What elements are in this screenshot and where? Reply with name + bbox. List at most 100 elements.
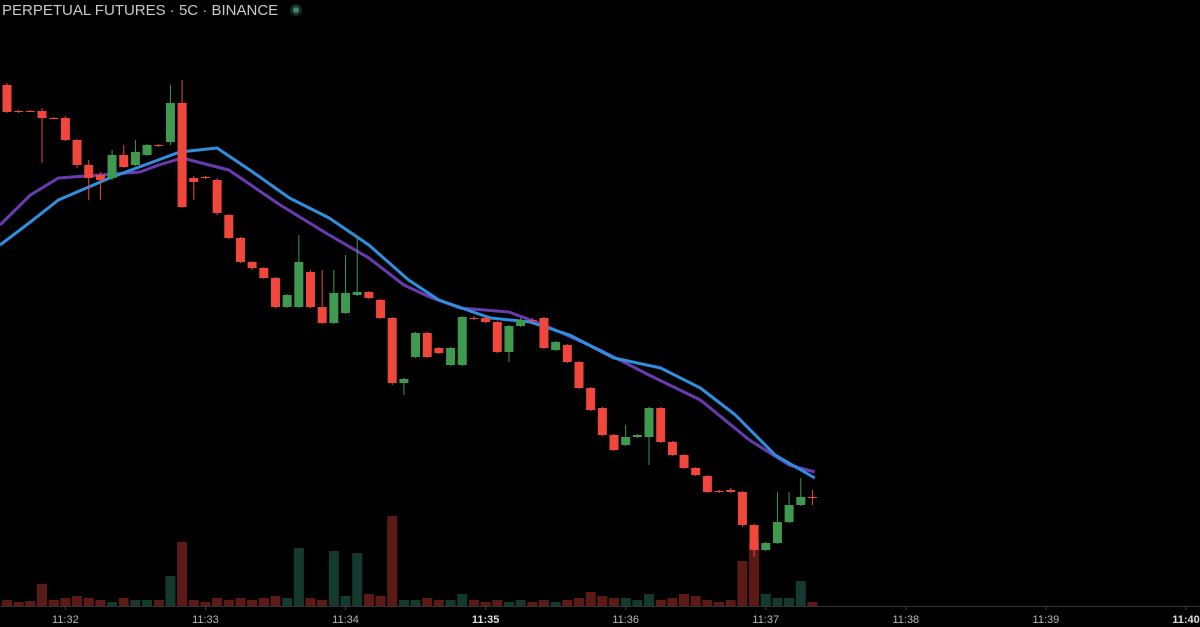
volume-bar [597, 596, 608, 606]
candle-body [72, 140, 82, 165]
volume-bar [2, 600, 13, 606]
x-tick-label: 11:33 [192, 614, 219, 626]
volume-bar [25, 601, 36, 606]
candle-body [212, 180, 222, 213]
candle-body [130, 152, 140, 165]
volume-bar [679, 594, 690, 606]
candle-body [154, 145, 164, 146]
candle-body [341, 293, 351, 313]
volume-bar [527, 602, 538, 606]
candle-body [586, 388, 596, 410]
volume-bar [795, 581, 806, 606]
candle-body [14, 111, 24, 112]
volume-bar [702, 600, 713, 606]
candle-body [807, 497, 817, 498]
ema-line [0, 146, 816, 480]
volume-bar [83, 598, 94, 606]
candle-body [551, 342, 561, 350]
volume-bar [270, 596, 281, 606]
volume-bar [749, 541, 760, 606]
volume-bar [235, 598, 246, 606]
volume-bar [340, 596, 351, 606]
ema-line [0, 156, 816, 474]
candle-body [224, 215, 234, 238]
volume-bar [410, 600, 421, 606]
candle-body [352, 292, 362, 295]
volume-bar [177, 542, 188, 606]
candle-body [667, 442, 677, 455]
candle-body [294, 262, 304, 307]
candle-body [306, 272, 316, 307]
volume-bar [130, 600, 141, 606]
candle-body [387, 318, 397, 383]
volume-bar [445, 600, 456, 606]
volume-bar [609, 598, 620, 606]
volume-bar [305, 598, 316, 606]
volume-bar [573, 598, 584, 606]
candle-body [562, 345, 572, 362]
volume-bar [352, 553, 363, 606]
volume-bar [492, 600, 503, 606]
candle-body [142, 145, 152, 155]
candle-body [691, 468, 701, 475]
volume-bar [118, 598, 129, 606]
volume-bar [107, 602, 118, 606]
x-tick-label: 11:38 [892, 614, 919, 626]
volume-bar [48, 600, 59, 606]
volume-bar [644, 594, 655, 606]
volume-bar [538, 600, 549, 606]
x-tick-label: 11:36 [612, 614, 639, 626]
candle-body [446, 348, 456, 365]
candle-body [702, 476, 712, 492]
volume-bar [550, 602, 561, 606]
volume-bar [620, 598, 631, 606]
candle-body [527, 320, 537, 321]
candle-body [376, 300, 386, 318]
candle-body [49, 118, 59, 119]
candle-body [247, 262, 257, 268]
candle-body [457, 317, 467, 365]
candle-body [679, 455, 689, 468]
x-tick-label: 11:34 [332, 614, 359, 626]
volume-bar [632, 600, 643, 606]
candle-body [656, 408, 666, 442]
candle-body [632, 435, 642, 437]
x-tick-label: 11:37 [752, 614, 779, 626]
volume-bar [760, 594, 771, 606]
volume-bar [200, 602, 211, 606]
candle-body [282, 295, 292, 307]
volume-bar [714, 602, 725, 606]
volume-bar [317, 600, 328, 606]
candle-body [796, 497, 806, 505]
candle-body [189, 178, 199, 182]
volume-bar [13, 602, 24, 606]
volume-bar [480, 602, 491, 606]
candle-body [37, 111, 47, 118]
volume-bar [422, 598, 433, 606]
candle-body [259, 268, 269, 278]
x-tick-label: 11:39 [1033, 614, 1060, 626]
candle-body [2, 85, 12, 112]
candle-body [504, 326, 514, 352]
candle-body [95, 175, 105, 180]
volume-bar [363, 594, 374, 606]
volume-bar [737, 561, 748, 606]
volume-bar [375, 596, 386, 606]
candle-body [772, 522, 782, 543]
candle-body [434, 348, 444, 353]
volume-bar [72, 596, 83, 606]
volume-bar [515, 600, 526, 606]
candle-body [726, 490, 736, 492]
candle-body [411, 333, 421, 357]
candle-body [784, 505, 794, 522]
volume-bar [153, 600, 164, 606]
volume-bar [37, 584, 48, 606]
candle-body [516, 320, 526, 326]
volume-bar [293, 548, 304, 606]
candle-body [621, 437, 631, 445]
candle-body [165, 103, 175, 142]
candle-body [84, 165, 94, 178]
volume-bar [655, 600, 666, 606]
